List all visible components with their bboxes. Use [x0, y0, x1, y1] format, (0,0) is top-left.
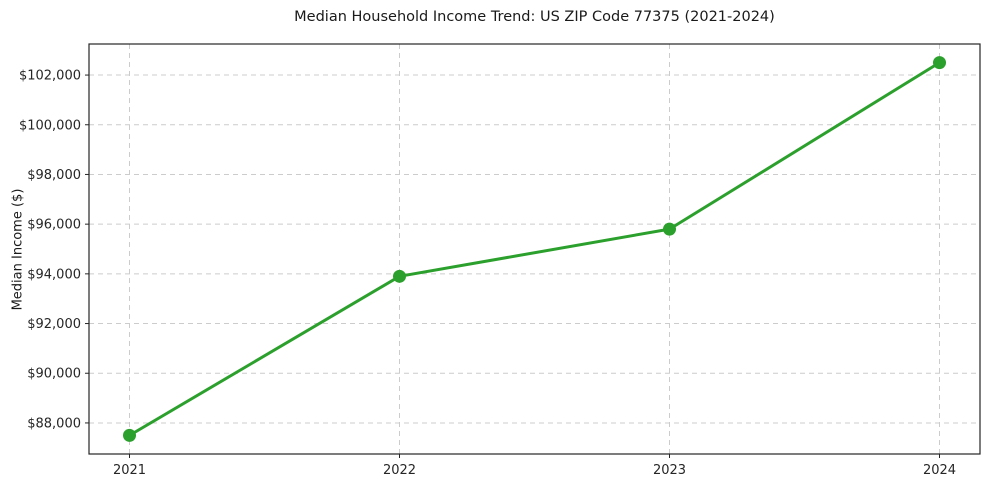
trend-line	[128, 61, 941, 437]
y-tick-label: $102,000	[19, 69, 81, 84]
y-tick-label: $100,000	[19, 118, 81, 133]
data-point-marker	[933, 56, 946, 70]
data-point-marker	[123, 428, 136, 442]
y-tick-label: $90,000	[27, 367, 81, 382]
x-tick-label: 2023	[653, 463, 686, 478]
y-tick-label: $96,000	[27, 218, 81, 233]
y-tick-label: $94,000	[27, 267, 81, 282]
y-tick-label: $88,000	[27, 416, 81, 431]
x-tick-label: 2022	[383, 463, 416, 478]
y-axis-label: Median Income ($)	[10, 188, 26, 311]
y-tick-label: $92,000	[27, 317, 81, 332]
x-tick-label: 2021	[113, 463, 146, 478]
data-point-marker	[663, 222, 676, 236]
plot-border	[88, 43, 981, 455]
data-point-marker	[393, 269, 406, 283]
y-tick-label: $98,000	[27, 168, 81, 183]
x-tick-label: 2024	[923, 463, 956, 478]
chart-title: Median Household Income Trend: US ZIP Co…	[294, 9, 775, 25]
